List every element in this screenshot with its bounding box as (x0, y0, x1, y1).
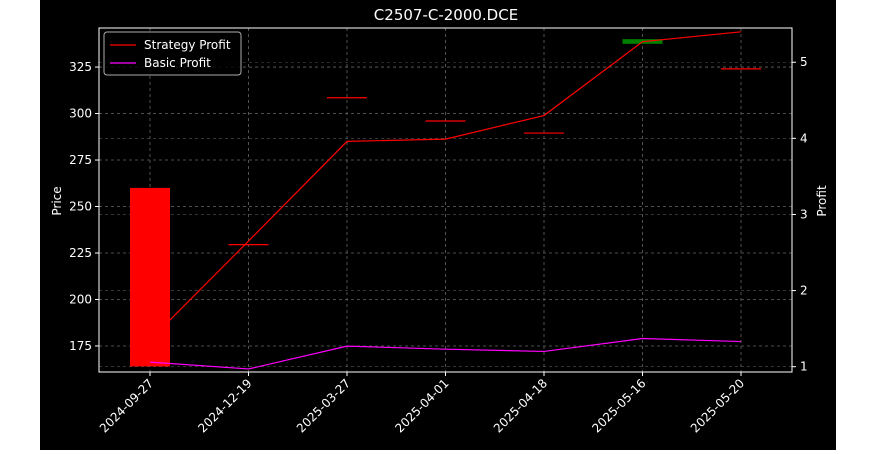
left-tick-label: 200 (69, 292, 92, 306)
x-tick-label: 2024-12-19 (195, 376, 254, 435)
left-tick-label: 250 (69, 200, 92, 214)
axes: 175 200 225 250 275 300 325 1 2 3 4 5 2024-09-27 2024… (69, 27, 808, 435)
legend-label-strategy: Strategy Profit (144, 38, 231, 52)
candle (130, 187, 170, 367)
left-tick-label: 300 (69, 107, 92, 121)
x-tick-label: 2025-05-20 (688, 376, 747, 435)
left-tick-label: 225 (69, 246, 92, 260)
right-tick-label: 3 (800, 207, 808, 221)
x-tick-label: 2025-04-18 (491, 376, 550, 435)
right-tick-label: 1 (800, 360, 808, 374)
x-tick-label: 2025-04-01 (392, 376, 451, 435)
left-tick-label: 275 (69, 153, 92, 167)
chart-title: C2507-C-2000.DCE (374, 6, 518, 24)
legend: Strategy Profit Basic Profit (103, 31, 242, 76)
left-axis-label: Price (50, 186, 64, 215)
chart-figure: C2507-C-2000.DCE 175 200 225 250 275 300 325 1 2… (40, 0, 836, 450)
right-axis-label: Profit (815, 185, 829, 217)
chart-svg: C2507-C-2000.DCE 17520022525027530032512… (50, 6, 829, 435)
right-tick-label: 5 (800, 55, 808, 69)
profit-lines (149, 31, 742, 370)
right-tick-label: 2 (800, 284, 808, 298)
grid (99, 28, 792, 372)
series-line-basic-profit (149, 337, 742, 370)
legend-label-basic: Basic Profit (144, 56, 211, 70)
x-tick-label: 2025-03-27 (294, 376, 353, 435)
left-tick-label: 175 (69, 339, 92, 353)
x-tick-label: 2024-09-27 (97, 376, 156, 435)
left-tick-label: 325 (69, 60, 92, 74)
plot-frame (98, 27, 793, 373)
right-tick-label: 4 (800, 131, 808, 145)
candles (130, 39, 761, 367)
series-line-strategy-profit (149, 31, 742, 341)
x-tick-label: 2025-05-16 (589, 376, 648, 435)
